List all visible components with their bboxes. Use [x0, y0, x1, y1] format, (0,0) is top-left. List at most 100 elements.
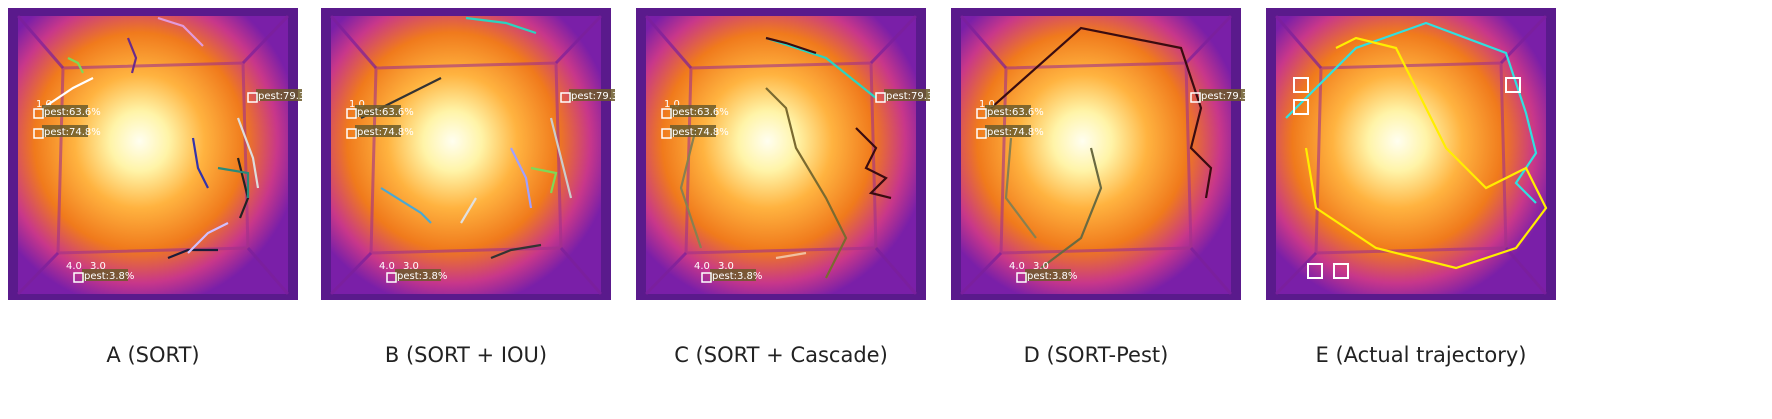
- detection-box: [560, 92, 571, 103]
- detection-label: 3.0: [718, 261, 734, 272]
- caption: A (SORT): [106, 343, 199, 367]
- detection-label: 1.0: [979, 99, 995, 110]
- detection-box: [73, 272, 84, 283]
- trajectory: [126, 37, 138, 74]
- box-edge: [1499, 14, 1548, 65]
- box-edge: [644, 251, 688, 296]
- trajectory: [510, 147, 533, 209]
- box-edge: [959, 251, 1003, 296]
- label-bg: [82, 269, 128, 281]
- trajectory: [765, 36, 817, 55]
- detection-box: [386, 272, 397, 283]
- trajectory: [42, 77, 94, 109]
- box-edge: [1274, 15, 1323, 69]
- detection-label: 4.0: [66, 261, 82, 272]
- box-edge: [644, 15, 693, 69]
- detection-label: pest:3.8%: [712, 271, 762, 282]
- box-edge: [559, 247, 603, 295]
- trajectory: [460, 197, 477, 224]
- detection-box: [976, 108, 987, 119]
- box-edge: [1184, 14, 1233, 65]
- detection-box: [701, 272, 712, 283]
- target-box: [1505, 77, 1521, 93]
- label-bg: [355, 105, 401, 117]
- detection-box: [661, 108, 672, 119]
- label-bg: [884, 89, 930, 101]
- trajectory: [380, 187, 432, 224]
- detection-label: pest:79.3%: [571, 91, 628, 102]
- detection-label: 3.0: [1033, 261, 1049, 272]
- box-edge: [959, 15, 1008, 69]
- trajectory: [167, 248, 218, 260]
- trajectory: [1304, 36, 1548, 270]
- target-box: [1307, 263, 1323, 279]
- box-edge: [554, 14, 603, 65]
- trajectory: [679, 127, 703, 249]
- box-edge: [1504, 247, 1548, 295]
- detection-label: pest:74.8%: [672, 127, 729, 138]
- detection-label: 1.0: [664, 99, 680, 110]
- trajectory: [775, 251, 807, 260]
- trajectory: [191, 137, 209, 189]
- caption: E (Actual trajectory): [1316, 343, 1527, 367]
- detection-label: 3.0: [90, 261, 106, 272]
- panel: [1266, 8, 1556, 300]
- detection-label: pest:63.6%: [357, 107, 414, 118]
- trajectory: [1040, 147, 1103, 269]
- detection-label: pest:79.3%: [886, 91, 943, 102]
- detection-box: [247, 92, 258, 103]
- label-bg: [670, 125, 716, 137]
- detection-label: 4.0: [694, 261, 710, 272]
- detection-box: [875, 92, 886, 103]
- label-bg: [670, 105, 716, 117]
- target-box: [1293, 99, 1309, 115]
- detection-box: [33, 128, 44, 139]
- trajectory: [1004, 137, 1037, 239]
- label-bg: [1199, 89, 1245, 101]
- label-bg: [569, 89, 615, 101]
- detection-label: 3.0: [403, 261, 419, 272]
- detection-label: pest:74.8%: [44, 127, 101, 138]
- caption: C (SORT + Cascade): [674, 343, 888, 367]
- detection-label: pest:79.3%: [258, 91, 315, 102]
- detection-label: pest:74.8%: [987, 127, 1044, 138]
- trajectory: [855, 127, 892, 200]
- detection-box: [346, 128, 357, 139]
- box-edge: [869, 14, 918, 65]
- label-bg: [710, 269, 756, 281]
- box-edge: [329, 15, 378, 69]
- detection-label: 4.0: [379, 261, 395, 272]
- detection-label: pest:63.6%: [672, 107, 729, 118]
- box-edge: [1189, 247, 1233, 295]
- box-edge: [874, 247, 918, 295]
- detection-label: pest:3.8%: [1027, 271, 1077, 282]
- detection-box: [661, 128, 672, 139]
- label-bg: [985, 105, 1031, 117]
- detection-box: [346, 108, 357, 119]
- box-edge: [16, 251, 60, 296]
- target-box: [1293, 77, 1309, 93]
- detection-box: [1190, 92, 1201, 103]
- trajectory: [67, 57, 84, 74]
- detection-box: [33, 108, 44, 119]
- detection-label: pest:63.6%: [987, 107, 1044, 118]
- label-bg: [1025, 269, 1071, 281]
- detection-label: 1.0: [349, 99, 365, 110]
- trajectory: [765, 36, 877, 99]
- box-edge: [329, 251, 373, 296]
- box-edge: [246, 247, 290, 295]
- box-edge: [1274, 251, 1318, 296]
- detection-label: pest:63.6%: [44, 107, 101, 118]
- trajectory: [765, 87, 848, 279]
- trajectory: [490, 243, 542, 260]
- box-edge: [241, 14, 290, 65]
- detection-label: pest:3.8%: [84, 271, 134, 282]
- trajectory: [1285, 21, 1538, 204]
- caption: D (SORT-Pest): [1024, 343, 1169, 367]
- label-bg: [256, 89, 302, 101]
